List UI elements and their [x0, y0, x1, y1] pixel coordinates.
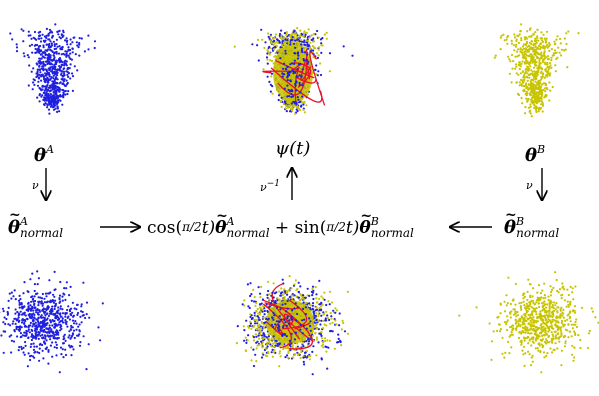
label-nu-right: ν — [526, 180, 533, 191]
cloud-interp-normal — [236, 275, 349, 375]
label-theta-b-normal: θBnormal — [504, 216, 559, 239]
cloud-a-normal — [0, 270, 104, 373]
cloud-interp-original — [234, 27, 354, 115]
cloud-b-normal — [458, 271, 599, 373]
label-theta-a-normal: θAnormal — [8, 216, 63, 239]
label-theta-b: θB — [525, 144, 545, 165]
label-nu-left: ν — [32, 180, 39, 191]
label-theta-a: θA — [34, 144, 54, 165]
label-interpolation: cos(π/2t)θAnormal + sin(π/2t)θBnormal — [147, 216, 414, 239]
cloud-a-original — [9, 23, 96, 114]
label-psi: ψ(t) — [275, 140, 310, 158]
label-nu-inverse: ν−1 — [260, 180, 280, 193]
cloud-b-original — [494, 23, 580, 117]
